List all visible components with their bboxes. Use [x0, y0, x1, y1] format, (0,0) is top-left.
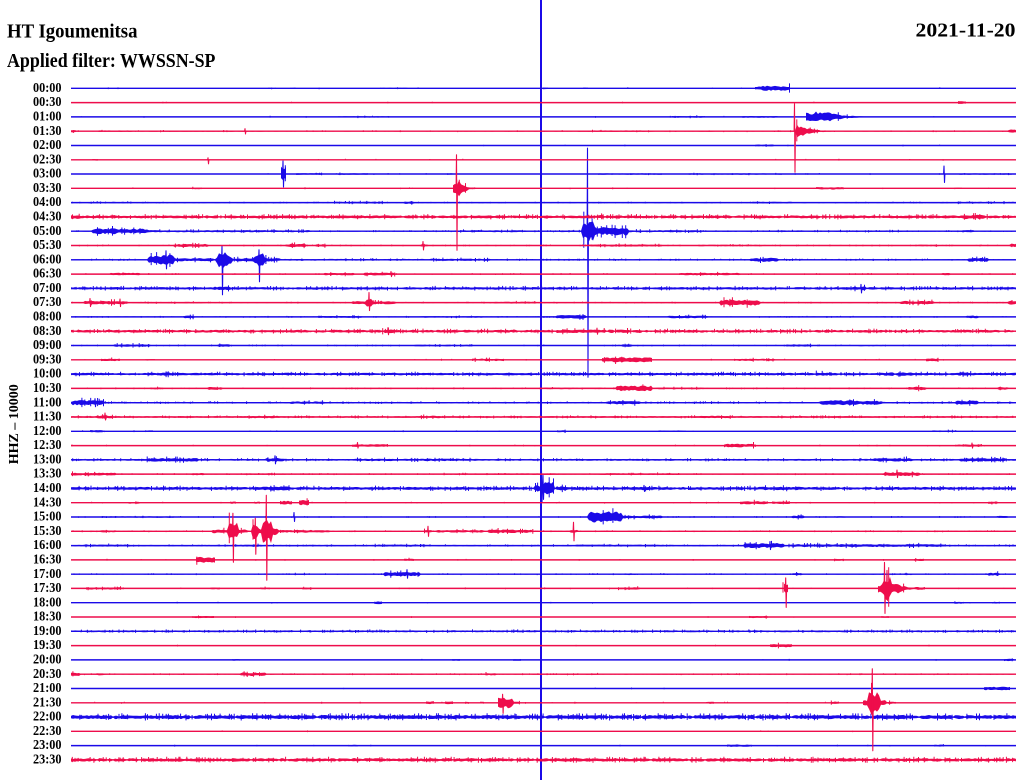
- svg-text:2021-11-20: 2021-11-20: [916, 20, 1016, 42]
- svg-text:07:30: 07:30: [33, 294, 62, 309]
- svg-text:05:30: 05:30: [33, 237, 62, 252]
- svg-text:01:00: 01:00: [33, 109, 62, 124]
- svg-text:Applied filter: WWSSN-SP: Applied filter: WWSSN-SP: [7, 50, 216, 72]
- svg-text:19:00: 19:00: [33, 623, 62, 638]
- svg-text:22:00: 22:00: [33, 709, 62, 724]
- svg-text:23:30: 23:30: [33, 752, 62, 767]
- svg-text:00:30: 00:30: [33, 94, 62, 109]
- svg-text:14:00: 14:00: [33, 480, 62, 495]
- svg-text:15:30: 15:30: [33, 523, 62, 538]
- svg-text:03:00: 03:00: [33, 166, 62, 181]
- svg-text:12:00: 12:00: [33, 423, 62, 438]
- svg-text:16:30: 16:30: [33, 552, 62, 567]
- svg-text:04:30: 04:30: [33, 209, 62, 224]
- svg-text:19:30: 19:30: [33, 637, 62, 652]
- svg-text:17:00: 17:00: [33, 566, 62, 581]
- svg-text:17:30: 17:30: [33, 580, 62, 595]
- svg-text:07:00: 07:00: [33, 280, 62, 295]
- svg-text:05:00: 05:00: [33, 223, 62, 238]
- svg-text:HHZ – 10000: HHZ – 10000: [7, 384, 22, 464]
- svg-text:21:30: 21:30: [33, 694, 62, 709]
- svg-text:03:30: 03:30: [33, 180, 62, 195]
- svg-text:02:30: 02:30: [33, 151, 62, 166]
- svg-text:15:00: 15:00: [33, 509, 62, 524]
- svg-text:13:30: 13:30: [33, 466, 62, 481]
- svg-text:16:00: 16:00: [33, 537, 62, 552]
- svg-text:06:30: 06:30: [33, 266, 62, 281]
- svg-text:20:00: 20:00: [33, 652, 62, 667]
- svg-text:02:00: 02:00: [33, 137, 62, 152]
- svg-text:18:30: 18:30: [33, 609, 62, 624]
- svg-text:08:30: 08:30: [33, 323, 62, 338]
- svg-text:10:00: 10:00: [33, 366, 62, 381]
- svg-text:08:00: 08:00: [33, 309, 62, 324]
- svg-text:HT Igoumenitsa: HT Igoumenitsa: [7, 20, 138, 42]
- svg-text:20:30: 20:30: [33, 666, 62, 681]
- svg-text:21:00: 21:00: [33, 680, 62, 695]
- svg-text:09:00: 09:00: [33, 337, 62, 352]
- svg-text:12:30: 12:30: [33, 437, 62, 452]
- svg-text:06:00: 06:00: [33, 251, 62, 266]
- svg-text:01:30: 01:30: [33, 123, 62, 138]
- svg-text:10:30: 10:30: [33, 380, 62, 395]
- svg-text:18:00: 18:00: [33, 594, 62, 609]
- svg-text:13:00: 13:00: [33, 451, 62, 466]
- svg-text:22:30: 22:30: [33, 723, 62, 738]
- svg-text:14:30: 14:30: [33, 494, 62, 509]
- svg-text:00:00: 00:00: [33, 80, 62, 95]
- svg-text:11:30: 11:30: [33, 409, 62, 424]
- svg-text:11:00: 11:00: [33, 394, 62, 409]
- svg-text:09:30: 09:30: [33, 351, 62, 366]
- svg-text:04:00: 04:00: [33, 194, 62, 209]
- svg-text:23:00: 23:00: [33, 737, 62, 752]
